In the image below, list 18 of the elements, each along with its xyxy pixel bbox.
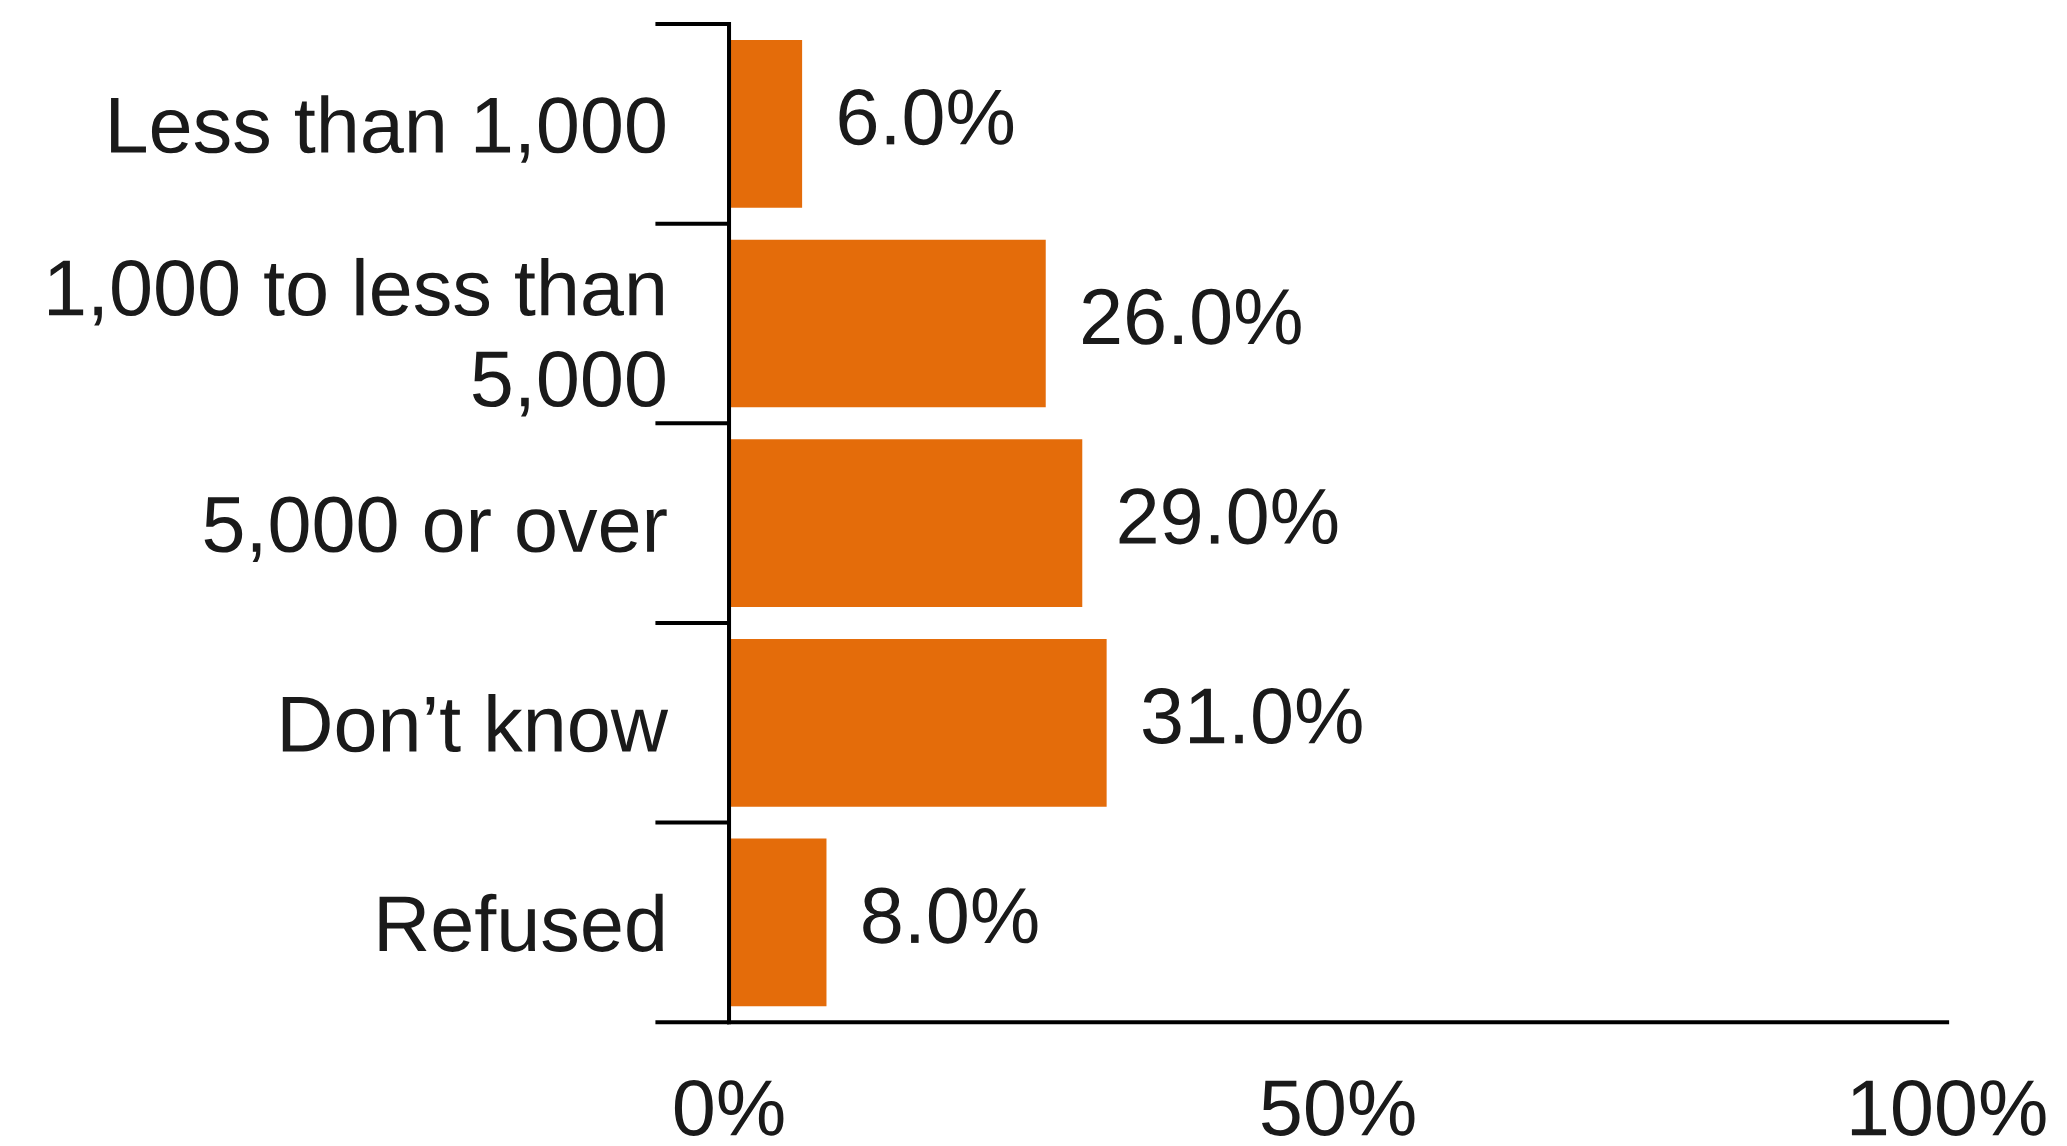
y-tick-label: Don’t know — [282, 694, 669, 753]
data-label: 26.0% — [1083, 288, 1301, 345]
data-label: 8.0% — [863, 887, 1038, 944]
y-tick-label: Less than 1,000 — [111, 95, 665, 163]
bar — [729, 439, 1083, 607]
bar — [729, 838, 827, 1007]
x-tick-label: 50% — [1262, 1079, 1415, 1136]
x-tick-label: 0% — [674, 1079, 784, 1136]
bar — [729, 239, 1046, 408]
bar — [729, 638, 1107, 807]
bar — [729, 40, 803, 208]
data-label: 31.0% — [1142, 687, 1362, 745]
y-tick-label: Refused — [379, 893, 663, 952]
x-tick-label: 100% — [1851, 1079, 2046, 1136]
data-label: 6.0% — [839, 89, 1014, 146]
data-label: 29.0% — [1119, 488, 1338, 545]
y-tick-label: 5,000 or over — [204, 496, 667, 562]
y-tick-label: 1,000 to less than 5,000 — [49, 257, 665, 417]
